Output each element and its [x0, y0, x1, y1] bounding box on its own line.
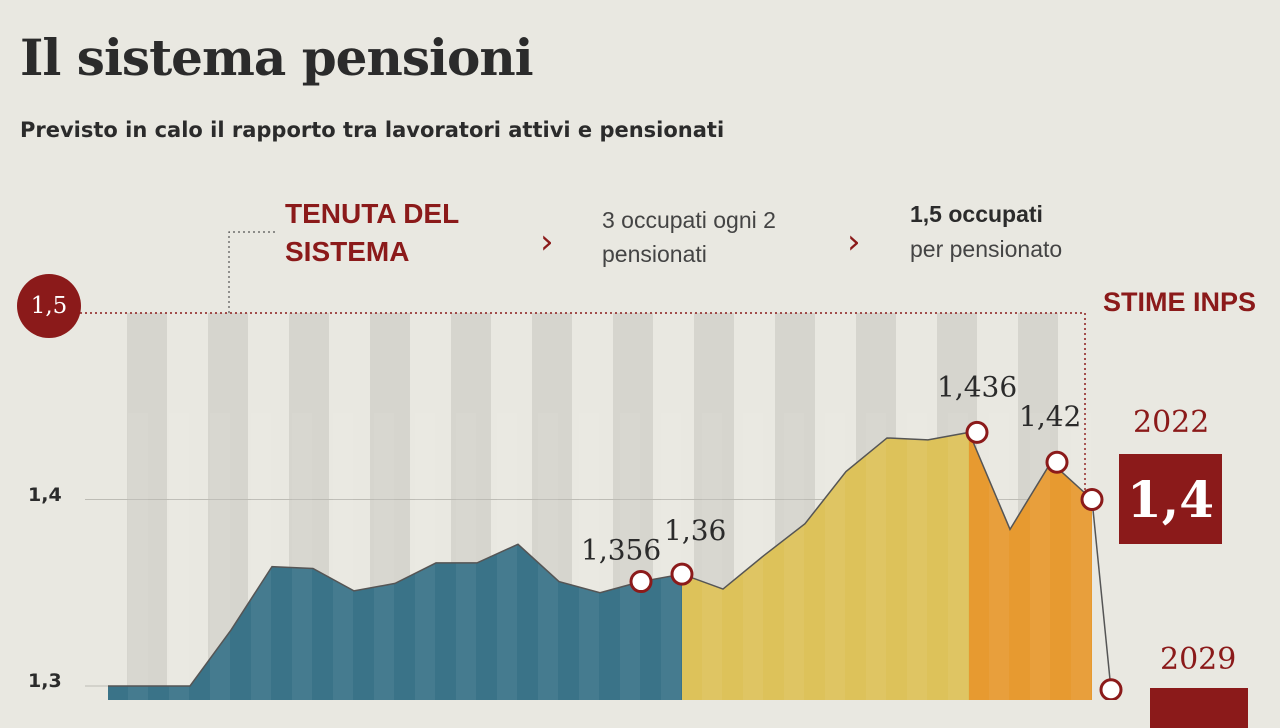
forecast-value-box: 1,4 — [1119, 454, 1222, 544]
series-area-blue — [108, 544, 682, 700]
data-point — [1045, 450, 1069, 474]
forecast-year-2029: 2029 — [1160, 642, 1237, 677]
tenuta-label: TENUTA DEL SISTEMA — [285, 198, 459, 267]
y-tick-label: 1,3 — [28, 670, 62, 692]
area-stripe — [907, 413, 927, 700]
area-stripe — [702, 413, 722, 700]
area-stripe — [784, 413, 804, 700]
area-stripe — [1071, 413, 1091, 700]
data-label: 1,42 — [1019, 400, 1081, 433]
area-stripe — [415, 413, 435, 700]
forecast-line — [1091, 499, 1112, 690]
area-stripe — [620, 413, 640, 700]
series-area-yellow — [682, 432, 969, 700]
chevron-right-icon: › — [540, 222, 554, 262]
area-stripe — [292, 413, 312, 700]
area-stripe — [169, 413, 189, 700]
info-threshold-bold: 1,5 occupati — [910, 201, 1043, 227]
area-stripe — [456, 413, 476, 700]
chevron-right-icon: › — [847, 222, 861, 262]
area-stripe — [1030, 413, 1050, 700]
info-threshold-text: per pensionato — [910, 236, 1063, 262]
tenuta-bracket — [228, 231, 278, 313]
area-stripe — [579, 413, 599, 700]
data-label: 1,356 — [581, 534, 661, 567]
threshold-badge: 1,5 — [17, 274, 81, 338]
area-stripe — [251, 413, 271, 700]
y-tick-label: 1,4 — [28, 484, 62, 506]
area-stripe — [374, 413, 394, 700]
info-ratio-text: 3 occupati ogni 2 pensionati — [602, 207, 776, 267]
data-point — [1099, 678, 1123, 700]
area-stripe — [210, 413, 230, 700]
page-subtitle: Previsto in calo il rapporto tra lavorat… — [20, 118, 725, 142]
data-point — [965, 420, 989, 444]
series-line — [108, 431, 1093, 687]
stime-inps-label: STIME INPS — [1103, 287, 1257, 317]
area-stripe — [743, 413, 763, 700]
area-stripe — [825, 413, 845, 700]
area-stripe — [128, 413, 148, 700]
grid-stripe — [127, 313, 167, 700]
area-stripe — [661, 413, 681, 700]
data-point — [670, 562, 694, 586]
forecast-value-box-2029 — [1150, 688, 1248, 728]
forecast-year-2022: 2022 — [1133, 405, 1210, 440]
area-stripe — [989, 413, 1009, 700]
area-stripe — [333, 413, 353, 700]
data-label: 1,36 — [664, 514, 726, 547]
data-label: 1,436 — [937, 370, 1017, 403]
series-area-orange — [969, 432, 1092, 700]
area-stripe — [948, 413, 968, 700]
page-title: Il sistema pensioni — [20, 28, 534, 87]
area-stripe — [866, 413, 886, 700]
area-stripe — [497, 413, 517, 700]
data-point — [1080, 488, 1104, 511]
data-point — [629, 570, 653, 594]
area-stripe — [538, 413, 558, 700]
